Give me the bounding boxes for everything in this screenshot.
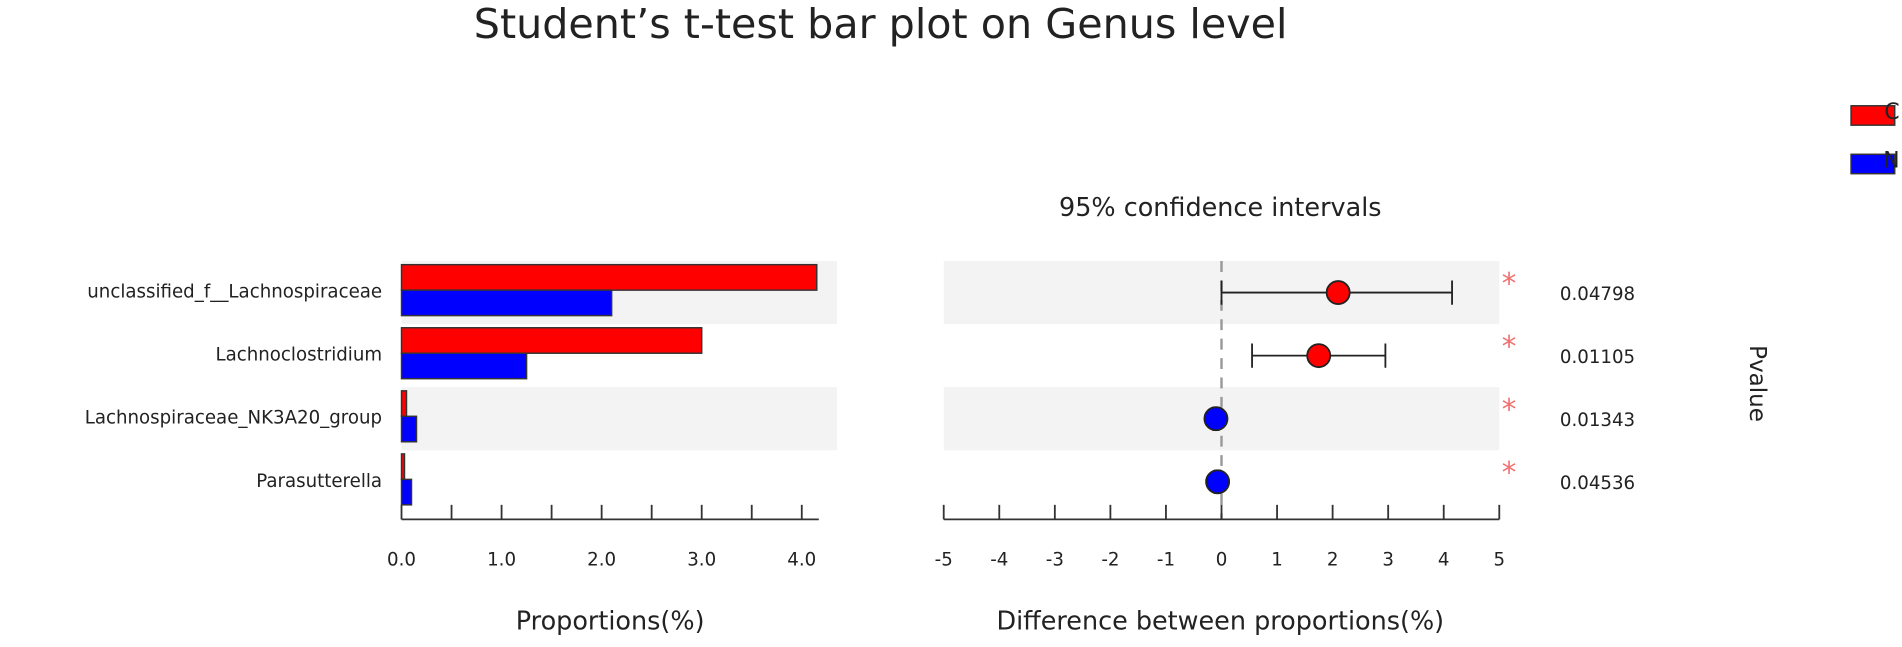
- x-axis-title: Difference between proportions(%): [996, 607, 1444, 637]
- point: [1306, 343, 1332, 369]
- bar: [400, 478, 413, 506]
- x-tick-label: 0.0: [387, 550, 416, 571]
- legend-swatch: [1850, 153, 1896, 175]
- y-tick-label: Lachnospiraceae_NK3A20_group: [85, 408, 382, 429]
- x-tick-label: 2.0: [587, 550, 616, 571]
- significance: *: [1502, 266, 1517, 300]
- x-axis-title: Proportions(%): [516, 607, 705, 637]
- bar: [400, 352, 528, 380]
- bar: [400, 415, 418, 443]
- p-value: 0.01343: [1560, 410, 1635, 431]
- pvalue-title: Pvalue: [1744, 345, 1770, 422]
- p-value: 0.04536: [1560, 473, 1635, 494]
- p-value: 0.04798: [1560, 284, 1635, 305]
- x-tick-label: -3: [1046, 550, 1064, 571]
- x-tick-label: 2: [1327, 550, 1339, 571]
- x-tick-label: -1: [1157, 550, 1175, 571]
- point: [1203, 406, 1229, 432]
- y-tick-label: unclassified_f__Lachnospiraceae: [87, 282, 382, 303]
- y-tick-label: Parasutterella: [256, 471, 382, 492]
- p-value: 0.01105: [1560, 347, 1635, 368]
- x-tick-label: 3.0: [687, 550, 716, 571]
- x-tick-label: -2: [1101, 550, 1119, 571]
- x-tick-label: 0: [1216, 550, 1228, 571]
- bar: [400, 289, 613, 317]
- bar: [400, 263, 818, 291]
- x-tick-label: -5: [935, 550, 953, 571]
- row-band: [401, 387, 837, 451]
- x-tick-label: 4: [1438, 550, 1450, 571]
- chart-title: Student’s t-test bar plot on Genus level: [474, 0, 1288, 48]
- bar: [400, 327, 703, 354]
- x-tick-label: 1.0: [487, 550, 516, 571]
- legend-swatch: [1850, 105, 1896, 126]
- legend-label: N: [1883, 149, 1899, 174]
- panel-title: 95% confidence intervals: [1059, 193, 1382, 223]
- x-tick-label: 4.0: [787, 550, 816, 571]
- bar: [400, 390, 408, 418]
- x-tick-label: 1: [1271, 550, 1283, 571]
- point: [1325, 280, 1351, 306]
- x-tick-label: -4: [990, 550, 1008, 571]
- x-tick-label: 5: [1493, 550, 1505, 571]
- legend-label: C: [1884, 100, 1899, 125]
- significance: *: [1502, 456, 1517, 490]
- significance: *: [1502, 392, 1517, 426]
- y-tick-label: Lachnoclostridium: [215, 345, 382, 366]
- x-tick-label: 3: [1382, 550, 1394, 571]
- significance: *: [1502, 329, 1517, 363]
- bar: [400, 453, 406, 481]
- point: [1205, 469, 1231, 495]
